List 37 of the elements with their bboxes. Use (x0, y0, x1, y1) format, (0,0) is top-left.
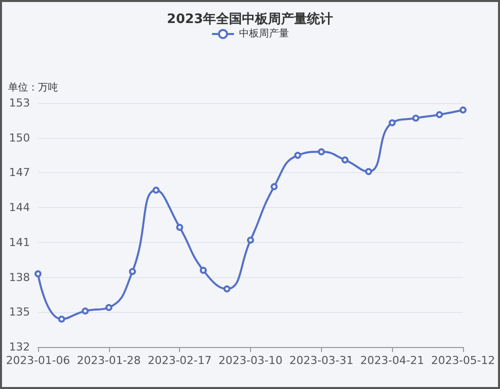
y-tick-label: 147 (9, 166, 30, 180)
point (82, 307, 89, 314)
point (34, 270, 42, 278)
x-tick-label: 2023-04-21 (360, 354, 424, 367)
point (436, 111, 443, 118)
point (412, 114, 420, 122)
x-tick-label: 2023-03-10 (218, 354, 282, 367)
point (223, 285, 230, 292)
point (176, 224, 184, 231)
x-tick-label: 2023-03-31 (289, 354, 354, 367)
y-tick-label: 141 (9, 236, 30, 249)
y-tick-label: 144 (9, 201, 30, 214)
point (318, 148, 325, 156)
y-tick-label: 135 (9, 306, 30, 319)
x-tick-label: 2023-05-12 (431, 354, 496, 367)
x-tick-label: 2023-02-17 (148, 354, 212, 367)
y-axis-title: 单位：万吨 (8, 82, 58, 94)
point (460, 106, 467, 114)
chart-title: 2023年全国中板周产量统计 (166, 11, 334, 27)
point (247, 236, 254, 244)
point (270, 183, 278, 190)
y-tick-label: 153 (9, 96, 30, 110)
point (341, 156, 348, 164)
x-tick-label: 2023-01-06 (6, 354, 70, 367)
point (294, 152, 302, 159)
point (388, 119, 396, 126)
y-tick-label: 132 (9, 340, 30, 354)
point (58, 316, 66, 323)
point (365, 168, 372, 176)
legend-label: 中板周产量 (239, 28, 289, 40)
point (128, 268, 136, 275)
x-tick-label: 2023-01-28 (76, 354, 141, 367)
point (200, 266, 207, 274)
point (152, 186, 160, 194)
y-tick-label: 150 (9, 131, 30, 144)
y-tick-label: 138 (9, 270, 30, 284)
point (105, 304, 112, 311)
